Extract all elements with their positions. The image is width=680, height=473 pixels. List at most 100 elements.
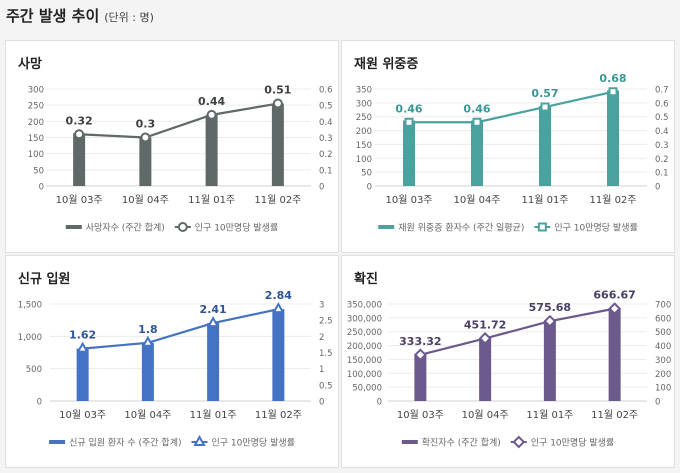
data-label: 666.67 (593, 289, 635, 302)
bar (607, 90, 619, 186)
left-axis-tick: 0 (367, 183, 372, 193)
legend-bar-swatch (401, 440, 418, 444)
bar (479, 338, 492, 401)
square-marker (404, 117, 414, 127)
right-axis-tick: 0 (655, 398, 660, 408)
category-label: 10월 03주 (59, 409, 106, 421)
right-axis-tick: 500 (655, 328, 671, 338)
category-label: 11월 01주 (188, 194, 235, 206)
data-label: 451.72 (464, 318, 506, 331)
category-label: 10월 04주 (462, 409, 509, 421)
right-axis-tick: 0.3 (319, 134, 333, 144)
rate-line (409, 90, 614, 124)
category-label: 10월 03주 (385, 194, 432, 206)
legend-bar-label: 재원 위중증 환자수 (주간 일평균) (398, 222, 524, 234)
chart-panel-confirmed: 확진 0 50,000 100,000 150,000 200,000 250,000 30… (341, 255, 675, 468)
legend-line-label: 인구 10만명당 발생률 (195, 223, 278, 234)
right-axis-tick: 200 (655, 370, 671, 380)
diamond-marker (608, 302, 622, 316)
chart-title: 사망 (18, 57, 42, 72)
chart-title: 재원 위중증 (354, 57, 419, 72)
chart-title: 확진 (354, 272, 378, 287)
triangle-marker (141, 335, 155, 347)
left-axis-tick: 50 (33, 166, 44, 176)
legend-bar-label: 사망자수 (주간 합계) (86, 222, 165, 234)
data-label: 0.51 (264, 84, 291, 97)
left-axis-tick: 350 (356, 86, 372, 96)
left-axis-tick: 150 (356, 141, 372, 151)
left-axis-tick: 1,000 (18, 333, 42, 343)
square-marker (540, 102, 550, 112)
left-axis-tick: 150,000 (347, 356, 382, 366)
legend-bar-swatch (65, 225, 82, 229)
legend-bar-label: 확진자수 (주간 합계) (422, 437, 501, 449)
data-label: 0.46 (395, 102, 422, 115)
left-axis-tick: 250,000 (347, 328, 382, 338)
chart-svg: 0 50 100 150 200 250 300 350 0 0.1 0.2 0.3 0.4 0.5 0.6… (356, 72, 669, 234)
right-axis-tick: 1.5 (319, 349, 333, 359)
chart-svg: 0 500 1,000 1,500 0 0.5 1 1.5 2 2.5 3 10월 03주 10월 04… (18, 289, 333, 449)
category-label: 10월 03주 (397, 409, 444, 421)
triangle-marker (76, 341, 89, 353)
left-axis-tick: 50,000 (352, 384, 382, 394)
left-axis-tick: 150 (28, 134, 44, 144)
legend-line-label: 인구 10만명당 발생률 (212, 438, 295, 449)
category-label: 10월 04주 (124, 409, 171, 421)
right-axis-tick: 0.4 (319, 118, 333, 128)
unit-label: (단위 : 명) (104, 11, 154, 24)
circle-marker (272, 98, 283, 109)
right-axis-tick: 100 (655, 384, 671, 394)
right-axis-tick: 0 (319, 398, 324, 408)
diamond-marker (543, 314, 557, 328)
circle-marker (206, 109, 217, 120)
category-label: 11월 02주 (589, 194, 636, 206)
left-axis-tick: 200 (356, 127, 372, 137)
bar (207, 323, 220, 401)
rate-line (420, 307, 615, 356)
rate-line (79, 102, 279, 139)
chart-svg: 0 50 100 150 200 250 300 0 0.1 0.2 0.3 0.4 0.5 0.6 10월… (28, 84, 333, 234)
right-axis-tick: 300 (655, 356, 671, 366)
triangle-marker (193, 434, 206, 446)
right-axis-tick: 2.5 (319, 317, 333, 327)
data-label: 575.68 (529, 301, 571, 314)
left-axis-tick: 200 (28, 118, 44, 128)
left-axis-tick: 300 (28, 86, 44, 96)
left-axis-tick: 500 (26, 365, 42, 375)
data-label: 0.44 (198, 95, 225, 108)
bar (608, 308, 621, 401)
legend-bar-swatch (378, 225, 395, 229)
bar (73, 133, 86, 186)
square-marker (472, 117, 482, 127)
bar (471, 120, 483, 186)
right-axis-tick: 0.2 (319, 150, 333, 160)
circle-marker (177, 222, 188, 232)
left-axis-tick: 300 (356, 99, 372, 109)
data-label: 1.62 (69, 329, 96, 342)
chart-svg: 0 50,000 100,000 150,000 200,000 250,000 300,0… (347, 289, 671, 449)
diamond-marker (478, 331, 492, 345)
data-label: 0.68 (599, 72, 626, 85)
legend-line-label: 인구 10만명당 발생률 (554, 223, 637, 234)
data-label: 2.41 (200, 303, 227, 316)
bar (139, 137, 152, 186)
chart-panel-admission: 신규 입원 0 500 1,000 1,500 0 0.5 1 1.5 2 2.5 3 10월 03주… (5, 255, 339, 468)
legend-bar-swatch (49, 440, 66, 444)
right-axis-tick: 0.6 (655, 99, 669, 109)
section-header: 주간 발생 추이 (단위 : 명) (6, 5, 154, 26)
right-axis-tick: 2 (319, 333, 324, 343)
category-label: 11월 02주 (254, 194, 301, 206)
left-axis-tick: 100,000 (347, 370, 382, 380)
category-label: 11월 02주 (591, 409, 638, 421)
data-label: 0.57 (531, 87, 558, 100)
category-label: 11월 01주 (526, 409, 573, 421)
triangle-marker (272, 302, 285, 314)
right-axis-tick: 0.4 (655, 127, 669, 137)
chart-title: 신규 입원 (18, 272, 71, 287)
bar (543, 321, 556, 401)
right-axis-tick: 0.5 (655, 113, 669, 123)
left-axis-tick: 300,000 (347, 314, 382, 324)
bar (539, 106, 551, 186)
left-axis-tick: 200,000 (347, 342, 382, 352)
left-axis-tick: 350,000 (347, 301, 382, 311)
